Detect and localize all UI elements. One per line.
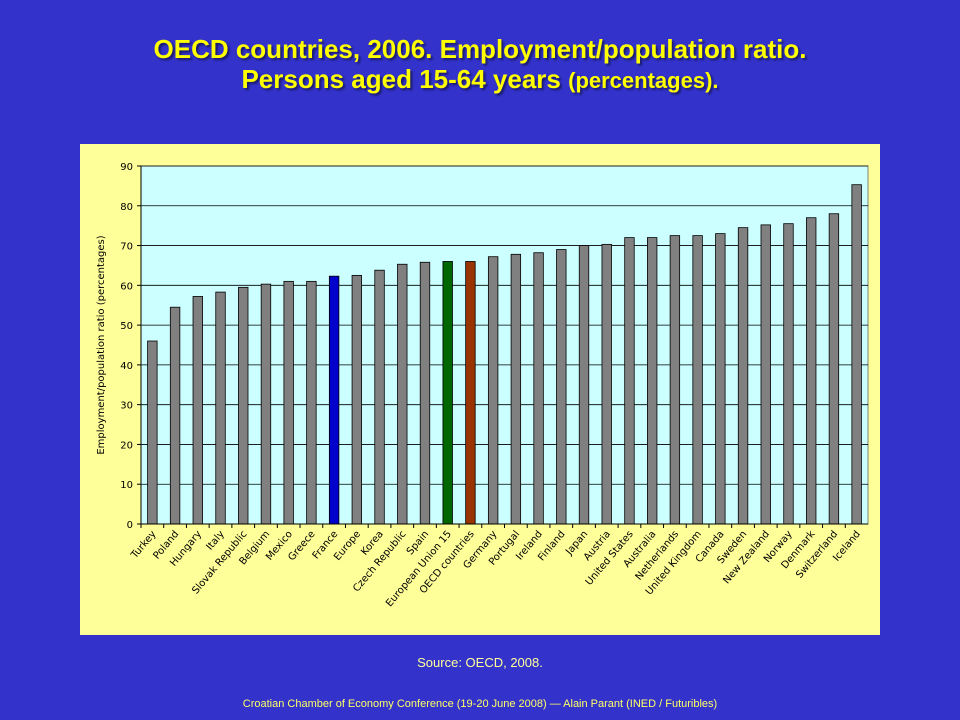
bar — [419, 261, 431, 525]
bar — [715, 233, 726, 525]
bar — [828, 213, 840, 525]
bar — [669, 235, 681, 525]
bar — [351, 274, 362, 525]
y-tick-label: 80 — [120, 202, 133, 213]
bar — [374, 269, 385, 525]
bar — [192, 296, 203, 525]
bar — [510, 253, 522, 525]
y-tick-label: 20 — [120, 440, 133, 451]
bar — [238, 286, 249, 525]
y-tick-label: 40 — [120, 361, 133, 372]
plot-area — [140, 165, 869, 525]
y-tick-label: 90 — [120, 162, 133, 173]
bar — [397, 263, 408, 525]
bar — [578, 245, 590, 525]
bar — [533, 252, 544, 525]
title-line-2-main: Persons aged 15-64 years — [241, 64, 561, 94]
footer-credit: Croatian Chamber of Economy Conference (… — [242, 698, 718, 710]
chart-panel: 0 10 20 30 40 50 60 70 80 90 Turkey Poland Hungary I… — [80, 144, 880, 635]
bars — [147, 184, 862, 525]
bar — [760, 224, 771, 525]
title-line-1: OECD countries, 2006. Employment/populat… — [153, 34, 807, 64]
bar — [783, 223, 794, 525]
y-tick-label: 0 — [127, 520, 133, 531]
bar — [737, 227, 749, 525]
y-tick-label: 30 — [120, 401, 133, 412]
bar — [624, 237, 635, 525]
bar — [442, 261, 453, 525]
bar — [215, 291, 226, 525]
bar — [169, 306, 181, 525]
bar — [556, 249, 567, 525]
y-tick-label: 60 — [120, 281, 133, 292]
bar — [147, 340, 158, 525]
bar — [851, 184, 862, 525]
bar — [692, 235, 703, 525]
bar — [601, 243, 612, 525]
bar — [306, 280, 317, 525]
bar — [328, 275, 340, 525]
slide-title: OECD countries, 2006. Employment/populat… — [0, 34, 960, 96]
y-tick-label: 10 — [120, 480, 133, 491]
bar — [283, 280, 294, 525]
bar — [260, 283, 272, 525]
bar — [465, 261, 476, 525]
y-tick-label: 50 — [120, 321, 133, 332]
y-tick-label: 70 — [120, 242, 133, 253]
y-axis-ticks: 0 10 20 30 40 50 60 70 80 90 — [120, 162, 142, 531]
source-note: Source: OECD, 2008. — [417, 655, 543, 670]
bar — [487, 256, 499, 525]
bar — [647, 237, 658, 525]
bar — [806, 217, 817, 525]
y-axis-label: Employment/population ratio (percentages… — [96, 235, 107, 454]
title-line-2: Persons aged 15-64 years (percentages). — [0, 64, 960, 96]
title-line-2-units: (percentages). — [568, 68, 719, 93]
